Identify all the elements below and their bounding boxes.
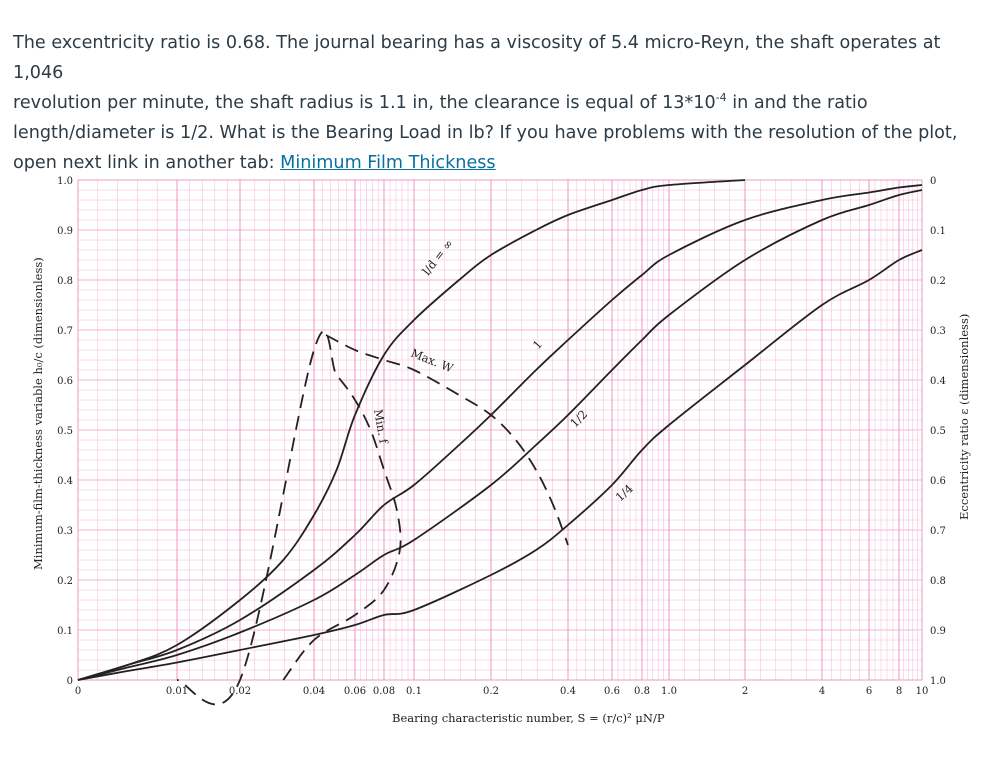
x-tick-label: 0.1 xyxy=(406,686,422,697)
exponent: -4 xyxy=(715,91,727,105)
curve-1 xyxy=(77,179,746,681)
question-line-3: length/diameter is 1/2. What is the Bear… xyxy=(13,123,958,143)
x-tick-label: 1.0 xyxy=(661,686,677,697)
x-tick-label: 8 xyxy=(896,686,902,697)
x-tick-label: 6 xyxy=(866,686,872,697)
x-tick-label: 0.8 xyxy=(634,686,650,697)
y-left-tick-label: 0 xyxy=(67,676,73,687)
chart-curves xyxy=(77,179,923,706)
chart-ticks: 0 0.01 0.02 0.04 0.06 0.08 0.1 0.2 0.4 0.6 0.8 1.0 2… xyxy=(57,176,946,697)
y-left-tick-label: 0.3 xyxy=(57,526,73,537)
y-right-tick-label: 0 xyxy=(930,176,936,187)
y-left-tick-label: 0.8 xyxy=(57,276,73,287)
question-line-1: The excentricity ratio is 0.68. The jour… xyxy=(13,33,941,83)
x-tick-label: 0.01 xyxy=(166,686,188,697)
curve-2 xyxy=(77,184,923,681)
x-tick-label: 10 xyxy=(916,686,929,697)
question-text: The excentricity ratio is 0.68. The jour… xyxy=(13,28,988,178)
series-label-half: 1/2 xyxy=(567,407,590,430)
dashed-curve-1 xyxy=(325,334,569,546)
y-left-tick-label: 0.5 xyxy=(57,426,73,437)
series-label-quarter: 1/4 xyxy=(613,481,636,504)
y-right-axis-label: Eccentricity ratio ε (dimensionless) xyxy=(957,314,971,520)
y-left-axis-label: Minimum-film-thickness variable h₀/c (di… xyxy=(31,257,45,570)
y-right-tick-label: 0.3 xyxy=(930,326,946,337)
y-left-tick-label: 0.2 xyxy=(57,576,73,587)
x-tick-label: 0.2 xyxy=(483,686,499,697)
x-tick-label: 0.02 xyxy=(229,686,251,697)
y-left-tick-label: 0.9 xyxy=(57,226,73,237)
question-line-2: revolution per minute, the shaft radius … xyxy=(13,91,868,113)
y-right-tick-label: 0.7 xyxy=(930,526,946,537)
curve-4 xyxy=(77,249,923,681)
y-left-tick-label: 0.7 xyxy=(57,326,73,337)
y-right-tick-label: 0.4 xyxy=(930,376,946,387)
y-left-tick-label: 1.0 xyxy=(57,176,73,187)
y-right-tick-label: 0.2 xyxy=(930,276,946,287)
y-left-tick-label: 0.1 xyxy=(57,626,73,637)
x-tick-label: 0.06 xyxy=(344,686,366,697)
x-tick-label: 0.04 xyxy=(303,686,325,697)
y-right-tick-label: 0.6 xyxy=(930,476,946,487)
y-right-tick-label: 0.1 xyxy=(930,226,946,237)
curve-3 xyxy=(77,189,923,681)
y-right-tick-label: 0.8 xyxy=(930,576,946,587)
x-tick-label: 2 xyxy=(742,686,748,697)
x-tick-label: 0.08 xyxy=(373,686,395,697)
plot-frame xyxy=(77,179,923,681)
y-right-tick-label: 1.0 xyxy=(930,676,946,687)
chart-grid xyxy=(77,179,923,681)
min-film-thickness-link[interactable]: Minimum Film Thickness xyxy=(280,153,496,173)
min-f-label: Min. f xyxy=(371,408,391,445)
x-tick-label: 0 xyxy=(75,686,81,697)
y-left-tick-label: 0.6 xyxy=(57,376,73,387)
question-line-4: open next link in another tab: Minimum F… xyxy=(13,153,496,173)
chart-axes xyxy=(77,179,923,681)
series-label-inf: l/d = ∞ xyxy=(419,237,456,278)
x-tick-label: 0.4 xyxy=(560,686,576,697)
x-tick-label: 0.6 xyxy=(604,686,620,697)
y-left-tick-label: 0.4 xyxy=(57,476,73,487)
x-axis-label: Bearing characteristic number, S = (r/c)… xyxy=(392,711,665,725)
y-right-tick-label: 0.9 xyxy=(930,626,946,637)
y-right-tick-label: 0.5 xyxy=(930,426,946,437)
x-tick-label: 4 xyxy=(819,686,825,697)
